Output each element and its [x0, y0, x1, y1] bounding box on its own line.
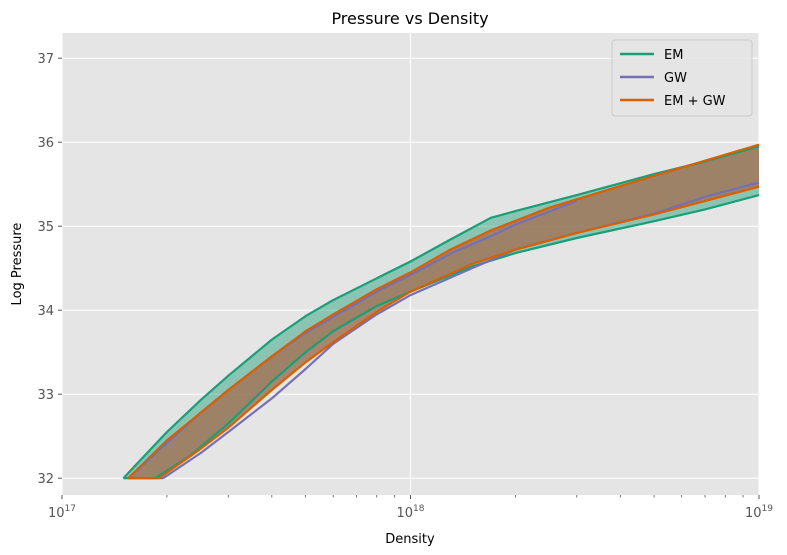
y-axis-label: Log Pressure [10, 223, 25, 306]
legend-label: EM + GW [664, 94, 726, 109]
legend-box [611, 39, 753, 117]
y-tick-label: 32 [37, 472, 54, 487]
legend-label: GW [664, 71, 687, 86]
y-tick-label: 36 [37, 136, 54, 151]
legend-label: EM [664, 48, 683, 63]
series-lines [122, 143, 760, 480]
x-axis-label: Density [385, 532, 435, 547]
series-lower-line [154, 194, 760, 480]
y-tick-label: 35 [37, 220, 54, 235]
series-areas [123, 144, 760, 479]
series-band [123, 146, 759, 479]
y-tick-label: 37 [37, 52, 54, 67]
y-axis-ticks: 32 33 34 35 36 37 [37, 52, 62, 487]
grid [61, 33, 760, 495]
series-upper-line [127, 143, 760, 479]
x-tick-label: 1018 [397, 504, 425, 521]
y-tick-label: 34 [37, 304, 54, 319]
y-tick-label: 33 [37, 388, 54, 403]
series-upper-line [122, 145, 760, 479]
x-tick-label: 1019 [745, 504, 773, 521]
legend: EM GW EM + GW [611, 39, 753, 117]
chart-title: Pressure vs Density [331, 9, 488, 28]
series-band [128, 144, 760, 479]
x-axis-ticks: 1017 1018 1019 [48, 495, 773, 521]
series-lower-line [158, 185, 760, 480]
x-tick-label: 1017 [48, 504, 76, 521]
